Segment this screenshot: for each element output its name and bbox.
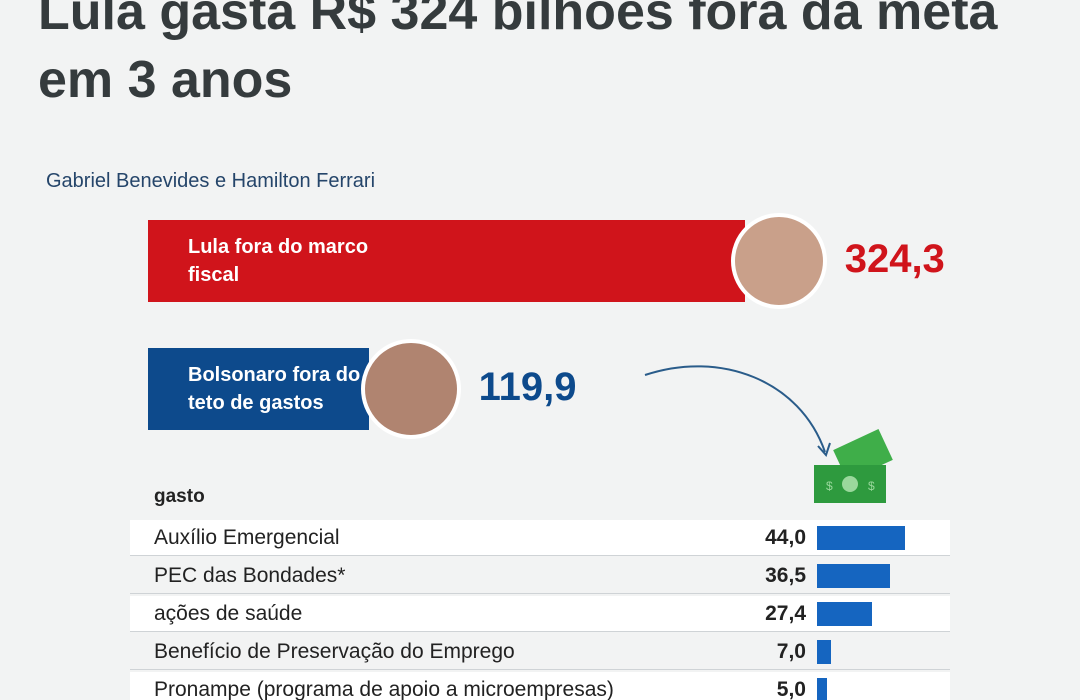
svg-text:$: $ bbox=[826, 479, 833, 493]
table-row bbox=[130, 520, 950, 556]
bar bbox=[148, 348, 369, 430]
row-label: Pronampe (programa de apoio a microempre… bbox=[154, 678, 614, 700]
bar-label: Bolsonaro fora do teto de gastos bbox=[188, 364, 361, 414]
table-row bbox=[130, 558, 950, 594]
row-value: 44,0 bbox=[765, 526, 806, 549]
row-label: Auxílio Emergencial bbox=[154, 526, 340, 549]
table-row bbox=[130, 672, 950, 700]
photo bbox=[360, 339, 461, 439]
row-label: Benefício de Preservação do Emprego bbox=[154, 640, 515, 663]
table-header: gasto bbox=[154, 486, 205, 507]
table-row bbox=[130, 596, 950, 632]
row-label: ações de saúde bbox=[154, 602, 303, 625]
svg-text:$: $ bbox=[868, 479, 875, 493]
title: Lula gasta R$ 324 bilhões fora da meta e… bbox=[38, 0, 998, 109]
bar bbox=[148, 220, 745, 302]
bar bbox=[817, 640, 831, 664]
bar-label: Lula fora do marco fiscal bbox=[188, 236, 369, 286]
row-value: 5,0 bbox=[776, 678, 806, 700]
bar bbox=[817, 678, 827, 700]
value-label: 324,3 bbox=[844, 237, 945, 281]
row-label: PEC das Bondades* bbox=[154, 564, 346, 587]
table-row bbox=[130, 634, 950, 670]
row-value: 7,0 bbox=[776, 640, 806, 663]
value-label: 119,9 bbox=[478, 365, 577, 409]
bar bbox=[817, 526, 905, 550]
bar bbox=[817, 564, 890, 588]
author: Gabriel Benevides e Hamilton Ferrari bbox=[46, 170, 376, 192]
row-value: 36,5 bbox=[765, 564, 806, 587]
photo bbox=[730, 213, 827, 309]
row-value: 27,4 bbox=[765, 602, 806, 625]
bar bbox=[817, 602, 872, 626]
